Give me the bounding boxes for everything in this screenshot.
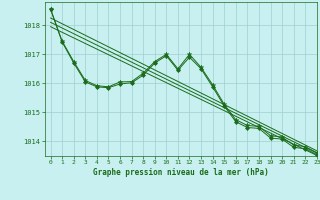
X-axis label: Graphe pression niveau de la mer (hPa): Graphe pression niveau de la mer (hPa) [93, 168, 269, 177]
